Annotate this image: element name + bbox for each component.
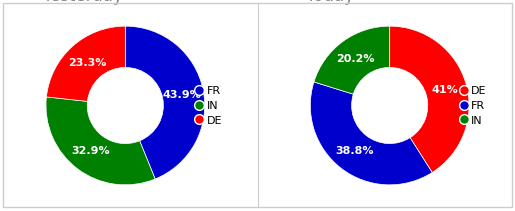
Wedge shape bbox=[311, 82, 432, 185]
Wedge shape bbox=[125, 26, 204, 179]
Text: 38.8%: 38.8% bbox=[336, 146, 374, 156]
Text: 41%: 41% bbox=[431, 85, 458, 95]
Legend: FR, IN, DE: FR, IN, DE bbox=[194, 83, 225, 128]
Wedge shape bbox=[46, 97, 155, 185]
Legend: DE, FR, IN: DE, FR, IN bbox=[459, 83, 489, 128]
Text: Yesterday: Yesterday bbox=[42, 0, 123, 5]
Text: 43.9%: 43.9% bbox=[162, 89, 201, 100]
Text: Today: Today bbox=[306, 0, 354, 5]
Text: 20.2%: 20.2% bbox=[337, 54, 375, 65]
Wedge shape bbox=[390, 26, 469, 172]
Text: 32.9%: 32.9% bbox=[72, 146, 110, 156]
Text: 23.3%: 23.3% bbox=[68, 58, 107, 68]
Wedge shape bbox=[46, 26, 125, 101]
Wedge shape bbox=[314, 26, 390, 94]
